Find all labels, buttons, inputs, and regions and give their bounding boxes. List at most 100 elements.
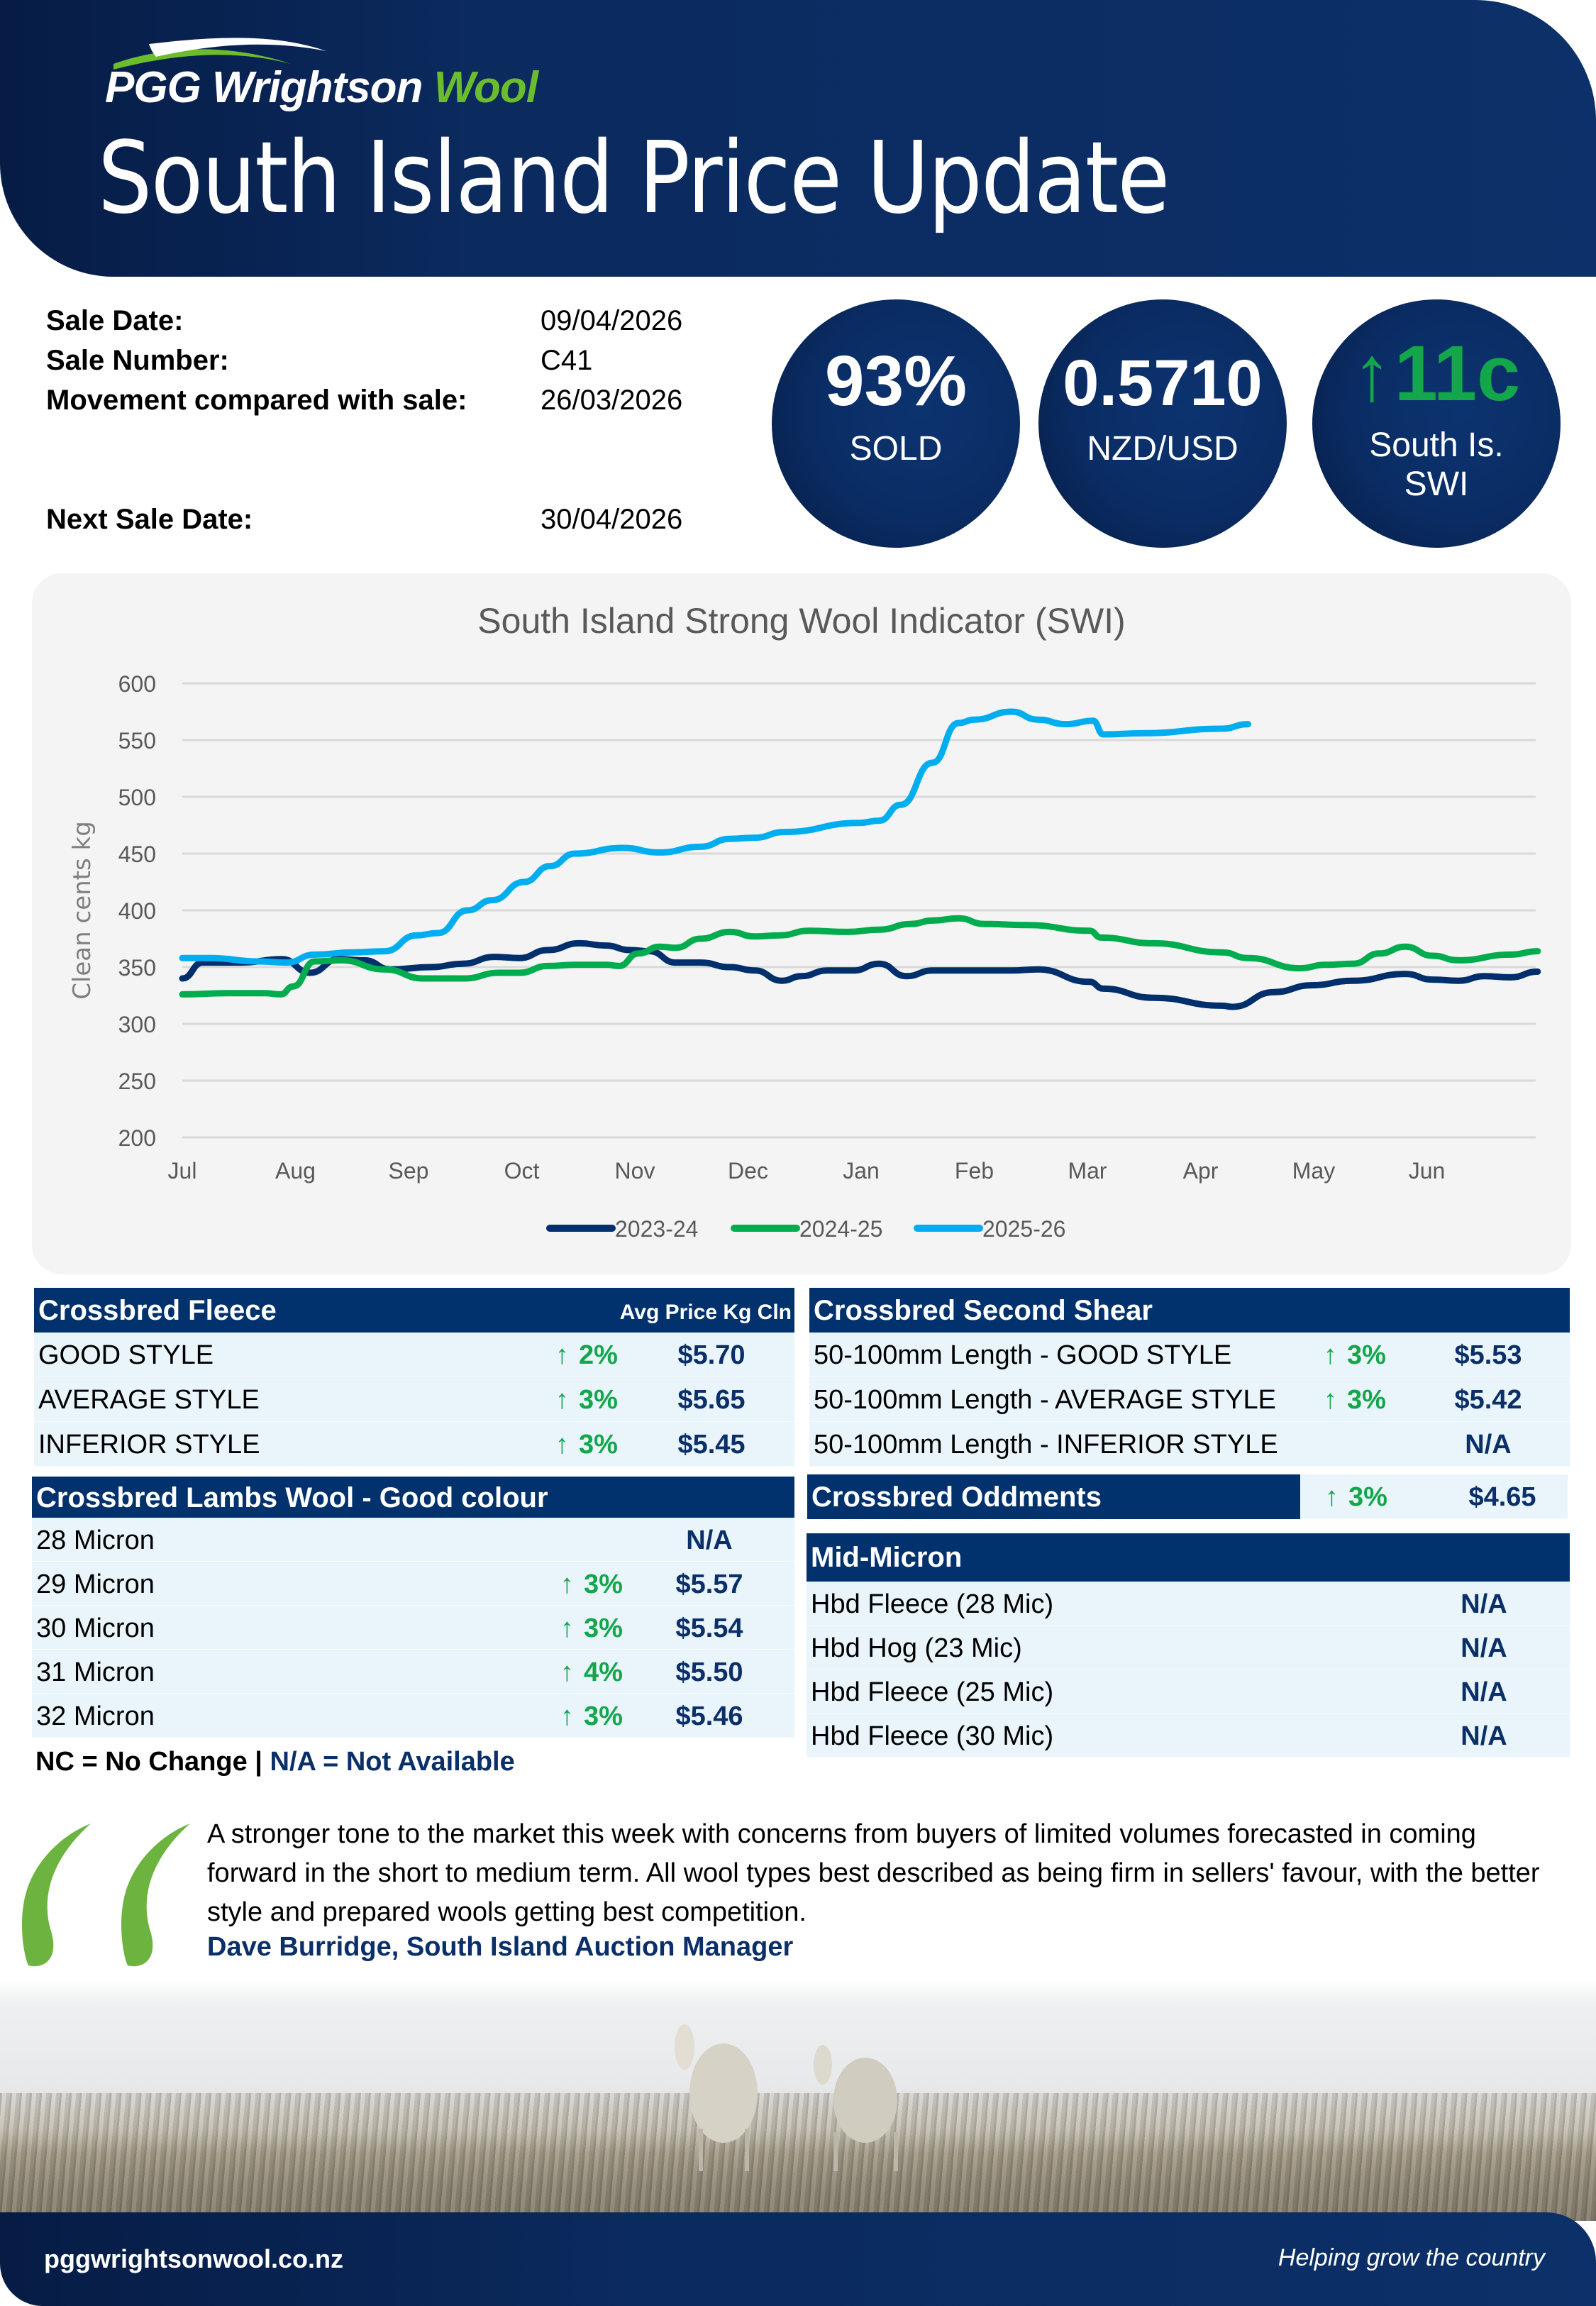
table-header: Crossbred Oddments	[807, 1474, 1300, 1519]
stat-swi-label: South Is. SWI	[1369, 426, 1504, 504]
table-header: Crossbred Fleece Avg Price Kg Cln	[34, 1288, 794, 1333]
table-row: AVERAGE STYLE ↑ 3% $5.65	[34, 1377, 794, 1422]
footer-tagline: Helping grow the country	[1278, 2244, 1545, 2271]
series-line-2024-25	[179, 915, 1541, 998]
y-tick-label: 350	[118, 955, 156, 981]
sale-date-label: Sale Date:	[46, 305, 184, 336]
stat-fx-circle: 0.5710 NZD/USD	[1038, 299, 1287, 548]
y-tick-label: 500	[118, 785, 156, 810]
crossbred-lambs-table: Crossbred Lambs Wool - Good colour 28 Mi…	[32, 1477, 794, 1739]
table-header: Crossbred Lambs Wool - Good colour	[32, 1477, 794, 1518]
row-label: GOOD STYLE	[38, 1340, 214, 1370]
logo-wordmark: PGG Wrightson Wool	[105, 63, 538, 112]
header-banner: PGG Wrightson Wool South Island Price Up…	[0, 0, 1596, 277]
price-value: $5.50	[675, 1657, 743, 1687]
table-row: 50-100mm Length - INFERIOR STYLE N/A	[809, 1422, 1570, 1467]
legend-label: 2023-24	[615, 1216, 698, 1242]
y-tick-label: 250	[118, 1069, 156, 1094]
price-value: $5.65	[677, 1385, 746, 1415]
arrow-up-icon: ↑	[1325, 1482, 1339, 1512]
stat-fx-value: 0.5710	[1063, 347, 1263, 419]
y-tick-label: 600	[118, 671, 156, 697]
arrow-up-icon: ↑	[555, 1430, 569, 1460]
table-row: 28 Micron N/A	[32, 1518, 794, 1562]
table-title: Crossbred Second Shear	[814, 1295, 1153, 1326]
change-value: ↑ 2%	[555, 1340, 618, 1370]
price-value: $5.45	[677, 1430, 746, 1460]
stat-swi-circle: ↑11c South Is. SWI	[1312, 299, 1561, 548]
crossbred-second-shear-table: Crossbred Second Shear 50-100mm Length -…	[809, 1288, 1570, 1467]
row-label: Hbd Fleece (28 Mic)	[811, 1589, 1054, 1619]
row-label: 50-100mm Length - GOOD STYLE	[814, 1340, 1232, 1370]
table-row: Hbd Fleece (30 Mic) N/A	[807, 1714, 1570, 1758]
price-value: N/A	[1461, 1589, 1507, 1619]
swi-line-chart: 200 250 300 350 400 450 500 550 600 Jul Aug Sep Oct N…	[68, 671, 1541, 1242]
stat-sold-circle: 93% SOLD	[772, 299, 1020, 548]
row-label: 31 Micron	[36, 1657, 155, 1687]
sale-number-label: Sale Number:	[46, 345, 229, 376]
stat-sold-value: 93%	[824, 341, 968, 421]
abbreviation-note: NC = No Change | N/A = Not Available	[35, 1747, 515, 1777]
table-header: Mid-Micron	[807, 1533, 1570, 1582]
table-row: INFERIOR STYLE ↑ 3% $5.45	[34, 1422, 794, 1467]
change-value: ↑ 3%	[560, 1569, 623, 1599]
table-title: Crossbred Fleece	[38, 1295, 277, 1326]
arrow-up-icon: ↑	[1352, 330, 1392, 417]
price-value: N/A	[1461, 1633, 1507, 1663]
swi-chart-card: South Island Strong Wool Indicator (SWI)…	[32, 573, 1571, 1274]
mid-micron-table: Mid-Micron Hbd Fleece (28 Mic) N/A Hbd Hog…	[807, 1533, 1570, 1758]
price-value: $5.54	[675, 1613, 743, 1643]
website-link[interactable]: pggwrightsonwool.co.nz	[44, 2244, 343, 2273]
row-label: AVERAGE STYLE	[38, 1385, 260, 1415]
price-value: $5.70	[677, 1340, 746, 1370]
table-subtitle: Avg Price Kg Cln	[619, 1301, 792, 1324]
table-row: 29 Micron ↑ 3% $5.57	[32, 1562, 794, 1606]
change-value: ↑ 3%	[555, 1430, 618, 1460]
movement-label: Movement compared with sale:	[46, 385, 467, 416]
series-line-2025-26	[179, 708, 1251, 966]
arrow-up-icon: ↑	[555, 1385, 569, 1415]
movement-date-value: 26/03/2026	[541, 385, 683, 416]
price-value: $4.65	[1468, 1482, 1536, 1512]
price-value: $5.46	[675, 1701, 743, 1731]
price-value: $5.53	[1454, 1340, 1522, 1370]
table-row: Hbd Fleece (28 Mic) N/A	[807, 1582, 1570, 1626]
x-tick-label: Aug	[275, 1158, 316, 1184]
x-tick-label: Jun	[1409, 1158, 1446, 1184]
next-sale-label: Next Sale Date:	[46, 504, 253, 535]
table-row: 30 Micron ↑ 3% $5.54	[32, 1606, 794, 1650]
x-tick-label: Dec	[728, 1158, 768, 1184]
table-title: Crossbred Oddments	[811, 1482, 1102, 1513]
x-tick-label: Sep	[389, 1158, 429, 1184]
table-row: Hbd Hog (23 Mic) N/A	[807, 1626, 1570, 1670]
y-tick-label: 450	[118, 842, 156, 867]
quote-mark-icon	[21, 1824, 190, 1967]
x-tick-label: Apr	[1183, 1158, 1219, 1184]
change-value: ↑ 3%	[560, 1701, 623, 1731]
change-value: ↑ 3%	[1325, 1482, 1387, 1512]
price-value: N/A	[1461, 1677, 1507, 1707]
crossbred-oddments-table: Crossbred Oddments ↑ 3% $4.65	[807, 1474, 1568, 1519]
arrow-up-icon: ↑	[560, 1613, 574, 1643]
x-tick-label: Oct	[504, 1158, 540, 1184]
row-label: 29 Micron	[36, 1569, 155, 1599]
row-label: 32 Micron	[36, 1701, 155, 1731]
x-tick-label: Jul	[168, 1158, 197, 1184]
change-value: ↑ 3%	[1324, 1340, 1386, 1370]
stat-fx-label: NZD/USD	[1087, 430, 1238, 468]
y-axis-label: Clean cents kg	[68, 821, 96, 1000]
price-value: N/A	[1461, 1721, 1507, 1751]
sheep-photo	[0, 1980, 1596, 2221]
row-label: 50-100mm Length - AVERAGE STYLE	[814, 1385, 1276, 1415]
sheep-illustration	[675, 2024, 898, 2171]
row-label: 30 Micron	[36, 1613, 155, 1643]
stat-sold-label: SOLD	[849, 430, 943, 468]
quote-author: Dave Burridge, South Island Auction Mana…	[207, 1932, 794, 1962]
x-tick-label: May	[1292, 1158, 1335, 1184]
row-label: INFERIOR STYLE	[38, 1430, 260, 1460]
row-label: Hbd Hog (23 Mic)	[811, 1633, 1022, 1663]
arrow-up-icon: ↑	[1324, 1385, 1337, 1415]
page-title: South Island Price Update	[98, 121, 1170, 236]
grass-field	[0, 2093, 1596, 2221]
y-tick-label: 550	[118, 728, 156, 754]
